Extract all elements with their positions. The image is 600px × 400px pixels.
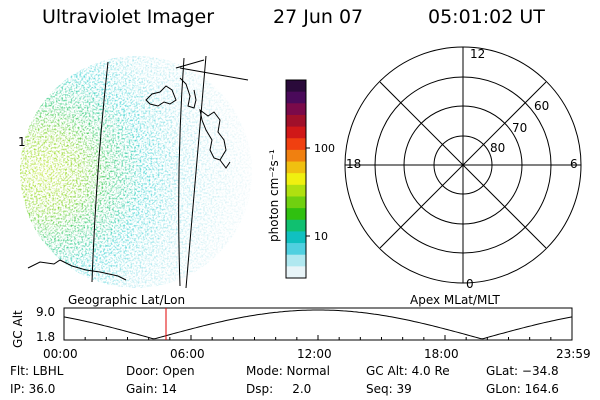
colorbar-band — [286, 243, 306, 256]
colorbar: 100 10 photon cm⁻²s⁻¹ — [267, 79, 335, 279]
colorbar-band — [286, 126, 306, 139]
glat-readout: GLat: −34.8 — [486, 364, 559, 378]
dsp-readout: Dsp: 2.0 — [246, 382, 312, 396]
colorbar-band — [286, 149, 306, 163]
mlat-label-60: 60 — [534, 99, 549, 113]
imager-disk: 1 — [18, 55, 252, 289]
colorbar-band — [286, 219, 306, 233]
colorbar-band — [286, 254, 306, 267]
timeline-tick-0000: 00:00 — [43, 347, 78, 361]
geographic-grid-label: Geographic Lat/Lon — [68, 293, 185, 307]
colorbar-band — [286, 208, 306, 221]
colorbar-tick-100: 100 — [314, 142, 335, 155]
colorbar-band — [286, 184, 306, 198]
mlt-label-0: 0 — [466, 277, 474, 291]
observation-date: 27 Jun 07 — [273, 6, 364, 28]
mlat-label-70: 70 — [512, 121, 527, 135]
gain-readout: Gain: 14 — [126, 382, 177, 396]
mlt-label-18: 18 — [346, 157, 361, 171]
apex-grid-label: Apex MLat/MLT — [410, 293, 500, 307]
timeline-y-label: GC Alt — [11, 310, 25, 348]
imager-edge-label: 1 — [18, 135, 26, 149]
timeline-tick-0600: 06:00 — [170, 347, 205, 361]
mlt-label-12: 12 — [470, 47, 485, 61]
colorbar-band — [286, 231, 306, 244]
timeline-tick-1200: 12:00 — [297, 347, 332, 361]
seq-readout: Seq: 39 — [366, 382, 412, 396]
colorbar-band — [286, 161, 306, 174]
colorbar-band — [286, 103, 306, 116]
observation-time: 05:01:02 UT — [428, 6, 545, 28]
timeline-y-max: 9.0 — [36, 305, 55, 319]
timeline-tick-2359: 23:59 — [556, 347, 591, 361]
polar-plot — [344, 46, 582, 284]
timeline-y-min: 1.8 — [36, 330, 55, 344]
colorbar-band — [286, 173, 306, 186]
filter-readout: Flt: LBHL — [10, 364, 64, 378]
coastline — [27, 77, 231, 281]
timeline-tick-1800: 18:00 — [424, 347, 459, 361]
colorbar-band — [286, 91, 306, 104]
colorbar-band — [286, 138, 306, 151]
instrument-title: Ultraviolet Imager — [42, 6, 215, 28]
altitude-timeline: 9.0 1.8 GC Alt 00:00 06:00 12:00 18:00 2… — [11, 305, 591, 361]
glon-readout: GLon: 164.6 — [486, 382, 559, 396]
gc-alt-readout: GC Alt: 4.0 Re — [366, 364, 450, 378]
ip-readout: IP: 36.0 — [10, 382, 56, 396]
door-readout: Door: Open — [126, 364, 195, 378]
colorbar-tick-10: 10 — [314, 230, 328, 243]
mlat-label-80: 80 — [490, 141, 505, 155]
mlt-label-6: 6 — [570, 157, 578, 171]
colorbar-band — [286, 114, 306, 128]
colorbar-axis-label: photon cm⁻²s⁻¹ — [267, 149, 281, 242]
colorbar-band — [286, 80, 306, 93]
colorbar-band — [286, 196, 306, 209]
mode-readout: Mode: Normal — [246, 364, 330, 378]
colorbar-band — [286, 266, 306, 279]
